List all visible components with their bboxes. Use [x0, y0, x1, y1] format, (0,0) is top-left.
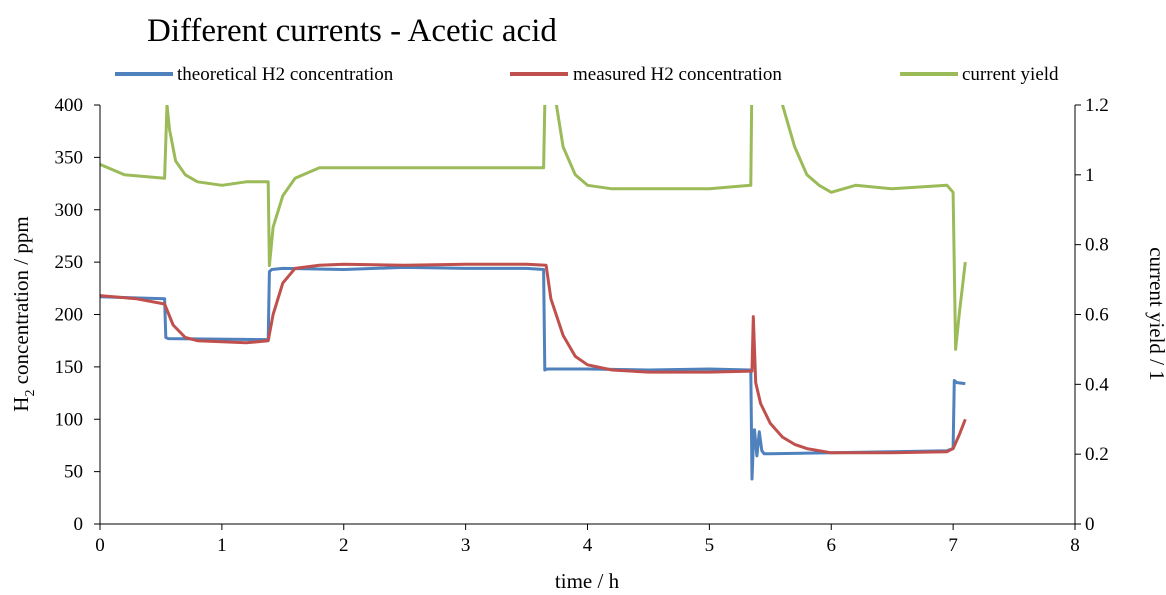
y-tick-label: 300 — [55, 200, 84, 221]
legend-label-measured-h2-concentration: measured H2 concentration — [573, 64, 782, 85]
x-tick-label: 4 — [583, 535, 593, 556]
y-tick-label: 200 — [55, 305, 84, 326]
y2-ticks: 0 0.2 0.4 0.6 0.8 1 1.2 — [1075, 95, 1109, 535]
x-tick-label: 5 — [705, 535, 715, 556]
y-axis-title: H2 concentration / ppm — [9, 216, 38, 411]
x-tick-label: 7 — [948, 535, 958, 556]
y2-axis-title: current yield / 1 — [1145, 247, 1166, 381]
x-tick-label: 6 — [827, 535, 837, 556]
x-tick-label: 8 — [1070, 535, 1080, 556]
y-axis-title-sub: 2 — [23, 390, 38, 397]
y-tick-label: 250 — [55, 252, 84, 273]
y2-tick-label: 1 — [1085, 165, 1095, 186]
y2-tick-label: 0.2 — [1085, 444, 1109, 465]
legend: theoretical H2 concentration measured H2 … — [115, 64, 1059, 85]
y2-tick-label: 0.6 — [1085, 305, 1109, 326]
x-axis-title: time / h — [555, 569, 620, 593]
y2-tick-label: 0.8 — [1085, 235, 1109, 256]
y-tick-label: 150 — [55, 357, 84, 378]
series-line-measured-h2-concentration — [100, 262, 967, 455]
x-tick-label: 1 — [217, 535, 227, 556]
series-line-current-yield — [100, 105, 967, 351]
y2-tick-label: 1.2 — [1085, 95, 1109, 116]
x-ticks: 0 1 2 3 4 5 6 7 8 — [95, 524, 1080, 556]
chart-title: Different currents - Acetic acid — [147, 13, 557, 49]
y-ticks: 0 50 100 150 200 250 300 350 400 — [55, 95, 100, 535]
legend-label-current-yield: current yield — [962, 64, 1059, 85]
y-axis-title-rest: concentration / ppm — [9, 216, 33, 389]
x-tick-label: 3 — [461, 535, 471, 556]
y-tick-label: 0 — [74, 514, 84, 535]
y-axis-title-main: H — [9, 397, 33, 412]
y-tick-label: 400 — [55, 95, 84, 116]
y2-tick-label: 0 — [1085, 514, 1095, 535]
series-line-theoretical-h2-concentration — [100, 265, 966, 481]
y-tick-label: 350 — [55, 147, 84, 168]
y2-tick-label: 0.4 — [1085, 374, 1109, 395]
plot-area — [100, 105, 967, 481]
y-tick-label: 50 — [64, 462, 83, 483]
x-tick-label: 0 — [95, 535, 105, 556]
legend-label-theoretical-h2-concentration: theoretical H2 concentration — [177, 64, 394, 85]
y-tick-label: 100 — [55, 409, 84, 430]
x-tick-label: 2 — [339, 535, 349, 556]
